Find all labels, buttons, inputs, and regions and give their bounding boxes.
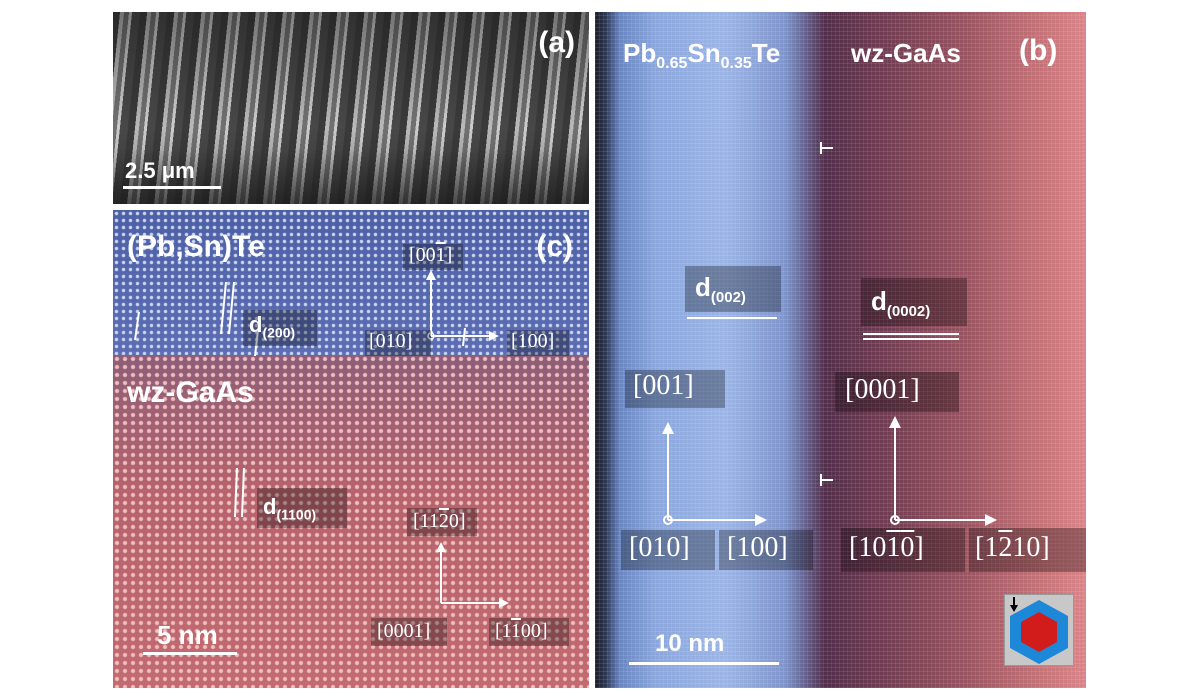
- fringe-line: [254, 329, 259, 357]
- panel-c-hrtem-image: (Pb,Sn)Te (c) wz-GaAs d(200): [113, 210, 589, 688]
- pbsnte-label: (Pb,Sn)Te: [127, 230, 265, 263]
- spacing-label-box: [685, 266, 781, 312]
- spacing-label-box: [243, 310, 317, 346]
- fringe-line: [228, 281, 235, 335]
- direction-010: [010]: [629, 532, 690, 563]
- direction-100: [100]: [511, 330, 555, 352]
- arrowhead: [889, 416, 901, 428]
- direction-box: [371, 618, 447, 646]
- direction-box: [719, 530, 813, 570]
- fringe-line: [220, 281, 227, 335]
- panel-a-sem-image: (a) 2.5 μm: [113, 12, 589, 204]
- arrowhead: [985, 514, 997, 526]
- panel-c-scale-text: 5 nm: [157, 620, 218, 650]
- direction-1-1bar-00: [1100]: [495, 620, 548, 642]
- spacing-d200: d(200): [249, 312, 296, 341]
- gaas-label: wz-GaAs: [127, 376, 254, 409]
- direction-100: [100]: [727, 532, 788, 563]
- direction-box: [969, 528, 1086, 572]
- fringe-line: [462, 327, 466, 347]
- direction-001: [001]: [633, 370, 694, 401]
- arrowhead: [436, 542, 446, 552]
- origin-marker: [427, 332, 435, 340]
- gaas-label: wz-GaAs: [851, 38, 961, 68]
- panel-b-annotations: [662, 142, 997, 526]
- direction-box: [407, 508, 477, 536]
- spacing-d002: d(002): [695, 272, 746, 307]
- view-arrowhead: [1010, 605, 1018, 612]
- origin-marker: [890, 515, 900, 525]
- gaas-region: [113, 355, 589, 688]
- direction-box: [621, 530, 715, 570]
- panel-a-scale-text: 2.5 μm: [125, 158, 195, 183]
- pbsnte-region: [113, 210, 589, 355]
- direction-0001: [0001]: [377, 620, 431, 642]
- arrowhead: [755, 514, 767, 526]
- sem-ground-shadow: [113, 149, 589, 204]
- direction-0001: [0001]: [845, 374, 920, 405]
- fringe-line: [134, 311, 140, 341]
- panel-a-scale-bar: [123, 186, 221, 189]
- panel-c-label: (c): [536, 230, 573, 263]
- direction-box: [841, 528, 965, 572]
- lattice-texture: [595, 12, 1086, 688]
- direction-10-1bar-0bar: [1010]: [849, 532, 924, 563]
- direction-box: [489, 618, 569, 646]
- direction-1-2bar-10: [1210]: [975, 532, 1050, 563]
- pbsnte-composition-label: Pb0.65Sn0.35Te: [623, 38, 781, 73]
- spacing-label-box: [257, 488, 347, 528]
- arrowhead: [662, 422, 674, 434]
- origin-marker: [663, 515, 673, 525]
- direction-box: [625, 370, 725, 408]
- direction-00-1bar: [001]: [409, 244, 453, 266]
- arrowhead: [499, 598, 509, 608]
- hexagon-icon: [1010, 597, 1068, 664]
- fringe-line: [234, 467, 238, 518]
- core-hexagon: [1021, 612, 1057, 652]
- panel-b-label: (b): [1019, 34, 1058, 67]
- fringe-line: [241, 467, 245, 518]
- panel-b-scale-text: 10 nm: [655, 630, 725, 657]
- spacing-d0002: d(0002): [871, 286, 931, 321]
- direction-box: [403, 244, 463, 270]
- panel-c-annotations: [134, 270, 509, 608]
- panel-b-hrtem-image: Pb0.65Sn0.35Te wz-GaAs (b): [595, 12, 1086, 688]
- direction-010: [010]: [369, 330, 413, 352]
- panel-a-label: (a): [538, 26, 575, 59]
- arrowhead: [426, 270, 436, 280]
- core-shell-hexagon-inset: [1004, 594, 1074, 666]
- panel-c-scale-bar: [143, 652, 237, 655]
- direction-box: [507, 330, 569, 356]
- arrowhead: [489, 331, 499, 341]
- direction-11-2bar-0: [1120]: [413, 510, 466, 532]
- direction-box: [365, 330, 431, 356]
- direction-box: [835, 372, 959, 412]
- spacing-label-box: [861, 278, 967, 326]
- panel-b-scale-bar: [629, 662, 779, 665]
- spacing-d1100: d(1100): [263, 494, 317, 523]
